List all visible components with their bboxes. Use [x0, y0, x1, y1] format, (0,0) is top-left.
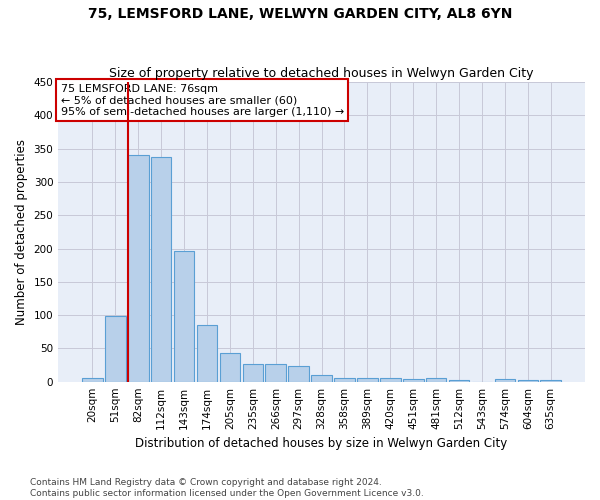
Bar — [82, 378, 103, 382]
Y-axis label: Number of detached properties: Number of detached properties — [15, 139, 28, 325]
Bar — [220, 353, 240, 382]
Bar — [128, 156, 149, 382]
Text: 75 LEMSFORD LANE: 76sqm
← 5% of detached houses are smaller (60)
95% of semi-det: 75 LEMSFORD LANE: 76sqm ← 5% of detached… — [61, 84, 344, 117]
Bar — [265, 364, 286, 382]
Bar — [380, 378, 401, 382]
Bar — [197, 325, 217, 382]
Text: Contains HM Land Registry data © Crown copyright and database right 2024.
Contai: Contains HM Land Registry data © Crown c… — [30, 478, 424, 498]
Title: Size of property relative to detached houses in Welwyn Garden City: Size of property relative to detached ho… — [109, 66, 534, 80]
Bar — [518, 380, 538, 382]
Bar — [242, 364, 263, 382]
Bar — [357, 378, 378, 382]
Bar — [174, 250, 194, 382]
Bar — [403, 379, 424, 382]
Bar — [151, 158, 172, 382]
Bar — [426, 378, 446, 382]
Text: 75, LEMSFORD LANE, WELWYN GARDEN CITY, AL8 6YN: 75, LEMSFORD LANE, WELWYN GARDEN CITY, A… — [88, 8, 512, 22]
Bar — [289, 366, 309, 382]
Bar — [541, 380, 561, 382]
Bar — [449, 380, 469, 382]
Bar — [334, 378, 355, 382]
Bar — [311, 375, 332, 382]
X-axis label: Distribution of detached houses by size in Welwyn Garden City: Distribution of detached houses by size … — [136, 437, 508, 450]
Bar — [105, 316, 125, 382]
Bar — [494, 379, 515, 382]
